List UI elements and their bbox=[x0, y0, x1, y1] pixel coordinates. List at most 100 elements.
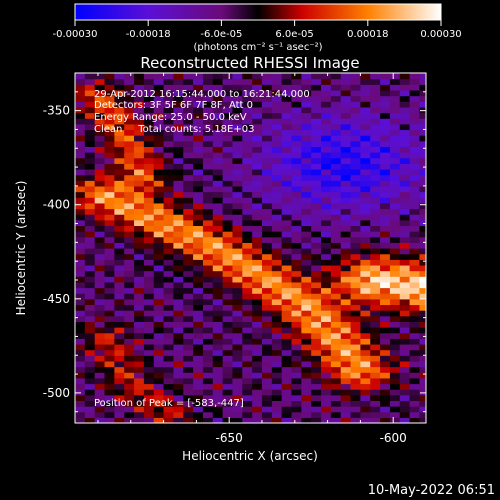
heatmap-cell bbox=[124, 332, 135, 339]
heatmap-cell bbox=[291, 377, 302, 385]
heatmap-cell bbox=[134, 343, 145, 351]
heatmap-cell bbox=[271, 180, 283, 187]
heatmap-cell bbox=[114, 219, 125, 227]
heatmap-cell bbox=[370, 327, 381, 334]
heatmap-cell bbox=[232, 264, 243, 272]
heatmap-cell bbox=[193, 287, 204, 294]
heatmap-cell bbox=[232, 231, 243, 238]
heatmap-cell bbox=[399, 259, 411, 266]
heatmap-cell bbox=[261, 231, 273, 238]
heatmap-cell bbox=[311, 174, 322, 181]
heatmap-cell bbox=[124, 135, 135, 142]
heatmap-cell bbox=[222, 242, 234, 249]
heatmap-cell bbox=[84, 231, 96, 238]
heatmap-cell bbox=[370, 264, 381, 272]
heatmap-cell bbox=[281, 298, 293, 306]
heatmap-cell bbox=[311, 400, 322, 407]
heatmap-cell bbox=[370, 338, 381, 345]
heatmap-cell bbox=[212, 140, 224, 147]
heatmap-cell bbox=[212, 197, 224, 204]
heatmap-cell bbox=[202, 281, 214, 289]
heatmap-cell bbox=[114, 95, 125, 102]
heatmap-cell bbox=[104, 315, 115, 322]
heatmap-cell bbox=[419, 208, 426, 215]
heatmap-cell bbox=[409, 185, 421, 193]
heatmap-cell bbox=[202, 101, 214, 108]
heatmap-cell bbox=[389, 197, 401, 204]
heatmap-cell bbox=[124, 281, 135, 289]
heatmap-cell bbox=[153, 135, 165, 142]
heatmap-cell bbox=[153, 248, 165, 255]
heatmap-cell bbox=[252, 281, 263, 289]
heatmap-cell bbox=[399, 180, 411, 187]
heatmap-cell bbox=[202, 118, 214, 125]
heatmap-cell bbox=[291, 135, 302, 142]
heatmap-cell bbox=[340, 214, 352, 221]
heatmap-cell bbox=[94, 157, 106, 164]
heatmap-cell bbox=[212, 287, 224, 294]
heatmap-cell bbox=[350, 276, 361, 283]
heatmap-cell bbox=[153, 157, 165, 164]
heatmap-cell bbox=[321, 338, 332, 345]
heatmap-cell bbox=[380, 281, 391, 289]
heatmap-cell bbox=[232, 270, 243, 277]
heatmap-cell bbox=[94, 101, 106, 108]
heatmap-cell bbox=[419, 106, 426, 114]
heatmap-cell bbox=[419, 338, 426, 345]
heatmap-cell bbox=[311, 259, 322, 266]
heatmap-cell bbox=[281, 394, 293, 402]
heatmap-cell bbox=[134, 372, 145, 379]
heatmap-cell bbox=[163, 276, 175, 283]
heatmap-cell bbox=[380, 383, 391, 390]
heatmap-cell bbox=[311, 377, 322, 385]
heatmap-cell bbox=[75, 140, 86, 147]
heatmap-cell bbox=[173, 135, 184, 142]
heatmap-cell bbox=[409, 163, 421, 170]
heatmap-cell bbox=[330, 417, 342, 423]
heatmap-cell bbox=[163, 315, 175, 322]
heatmap-cell bbox=[183, 400, 194, 407]
heatmap-cell bbox=[389, 84, 401, 91]
heatmap-cell bbox=[104, 163, 115, 170]
heatmap-cell bbox=[380, 191, 391, 198]
heatmap-cell bbox=[153, 293, 165, 300]
heatmap-cell bbox=[311, 73, 322, 80]
heatmap-cell bbox=[84, 225, 96, 232]
heatmap-cell bbox=[291, 157, 302, 164]
heatmap-cell bbox=[143, 276, 155, 283]
heatmap-cell bbox=[242, 140, 253, 147]
heatmap-cell bbox=[173, 157, 184, 164]
heatmap-cell bbox=[242, 315, 253, 322]
heatmap-cell bbox=[419, 214, 426, 221]
heatmap-cell bbox=[340, 191, 352, 198]
heatmap-cell bbox=[350, 242, 361, 249]
heatmap-cell bbox=[75, 208, 86, 215]
heatmap-cell bbox=[321, 152, 332, 159]
heatmap-cell bbox=[291, 248, 302, 255]
heatmap-cell bbox=[143, 180, 155, 187]
heatmap-cell bbox=[321, 163, 332, 170]
heatmap-cell bbox=[94, 89, 106, 97]
heatmap-cell bbox=[202, 343, 214, 351]
heatmap-cell bbox=[291, 242, 302, 249]
heatmap-cell bbox=[271, 281, 283, 289]
heatmap-cell bbox=[350, 208, 361, 215]
heatmap-cell bbox=[380, 219, 391, 227]
heatmap-cell bbox=[183, 411, 194, 418]
heatmap-cell bbox=[134, 84, 145, 91]
heatmap-cell bbox=[114, 400, 125, 407]
heatmap-cell bbox=[291, 349, 302, 356]
heatmap-cell bbox=[311, 355, 322, 362]
heatmap-cell bbox=[261, 191, 273, 198]
heatmap-cell bbox=[301, 152, 312, 159]
heatmap-cell bbox=[163, 281, 175, 289]
heatmap-cell bbox=[242, 135, 253, 142]
heatmap-cell bbox=[301, 310, 312, 317]
heatmap-cell bbox=[232, 185, 243, 193]
heatmap-cell bbox=[311, 332, 322, 339]
heatmap-cell bbox=[75, 248, 86, 255]
heatmap-cell bbox=[301, 163, 312, 170]
heatmap-cell bbox=[242, 389, 253, 396]
heatmap-cell bbox=[193, 112, 204, 119]
heatmap-cell bbox=[330, 146, 342, 153]
